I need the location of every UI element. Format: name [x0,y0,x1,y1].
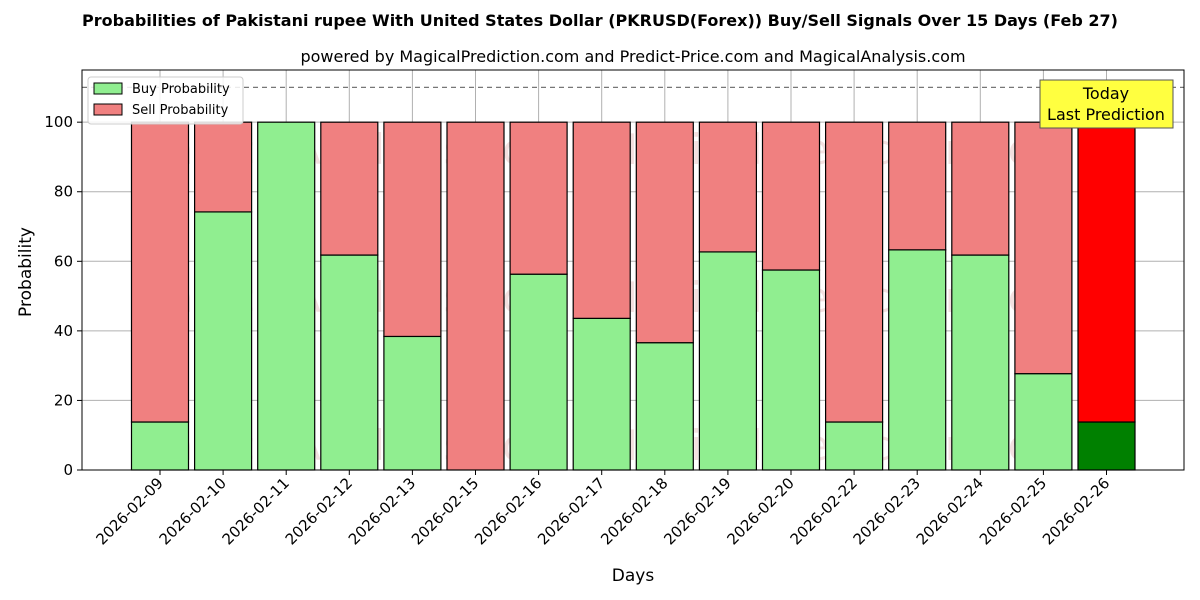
legend-swatch [93,103,123,116]
sell-bar [761,121,821,271]
sell-bar [509,121,568,275]
chart-title: Probabilities of Pakistani rupee With Un… [82,11,1118,30]
sell-bar [951,121,1010,256]
x-tick-label: 2026-02-11 [219,474,293,548]
chart-subtitle: powered by MagicalPrediction.com and Pre… [300,47,965,66]
buy-bar [1014,373,1073,471]
legend-label: Buy Probability [132,82,230,97]
legend-box [87,76,244,125]
sell-bar [194,121,253,213]
y-tick-label: 60 [54,252,73,270]
x-axis-ticks: 2026-02-092026-02-102026-02-112026-02-12… [92,470,1113,548]
buy-bar [635,342,694,471]
buy-bar [761,269,821,471]
x-tick-label: 2026-02-23 [850,474,924,548]
sell-bar [698,121,758,253]
sell-bar [888,121,947,251]
buy-bar [888,249,947,471]
sell-bar [320,121,379,256]
x-tick-label: 2026-02-10 [156,474,230,548]
x-tick-label: 2026-02-09 [92,474,166,548]
y-tick-label: 40 [54,322,73,340]
y-tick-label: 100 [44,113,73,131]
x-tick-label: 2026-02-16 [471,474,545,548]
annotation-line2: Last Prediction [1047,105,1165,124]
sell-bar [572,121,631,319]
buy-bar [951,254,1010,471]
buy-bar [320,254,379,471]
sell-bar [824,121,884,423]
x-tick-label: 2026-02-13 [345,474,419,548]
buy-bar [194,211,253,471]
sell-bar [383,121,442,338]
annotation-box [1039,79,1174,129]
legend-swatch [93,82,123,95]
legend-label: Sell Probability [132,103,229,118]
buy-bar [509,273,568,471]
buy-bar [257,121,316,471]
x-tick-label: 2026-02-17 [534,474,608,548]
sell-bar [1014,121,1073,375]
legend: Buy Probability Sell Probability [87,76,244,125]
buy-bar [383,335,442,471]
x-tick-label: 2026-02-26 [1039,474,1113,548]
y-axis-label: Probability [16,227,36,317]
x-tick-label: 2026-02-19 [660,474,734,548]
buy-bar [698,251,758,471]
x-tick-label: 2026-02-15 [408,474,482,548]
buy-bar [824,421,884,471]
sell-bar [1077,121,1136,423]
x-axis-label: Days [612,566,655,586]
buy-bar [572,317,631,471]
buy-bar [1077,421,1136,471]
sell-bar [130,121,190,423]
y-axis-ticks: 0 20 40 60 80 100 [44,113,82,479]
buy-bar [130,421,190,471]
sell-bar [446,121,505,471]
plot-frame [81,69,1185,471]
x-tick-label: 2026-02-20 [723,474,797,548]
x-tick-label: 2026-02-22 [787,474,861,548]
x-tick-label: 2026-02-12 [282,474,356,548]
x-tick-label: 2026-02-18 [597,474,671,548]
today-annotation: Today Last Prediction [1039,79,1174,129]
x-tick-label: 2026-02-25 [976,474,1050,548]
y-tick-label: 0 [63,461,73,479]
annotation-line1: Today [1082,84,1129,103]
x-tick-label: 2026-02-24 [913,474,987,548]
sell-bar [635,121,694,344]
y-tick-label: 80 [54,183,73,201]
y-tick-label: 20 [54,391,73,409]
bars [130,121,1136,471]
